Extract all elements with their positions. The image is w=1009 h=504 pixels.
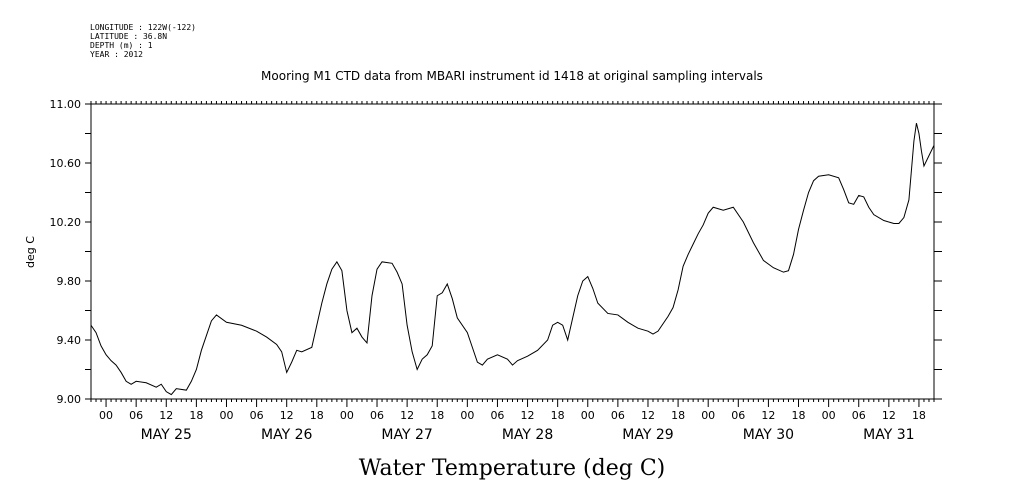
y-tick-label: 9.80	[57, 275, 82, 288]
y-tick-label: 9.00	[57, 393, 82, 406]
x-tick-label: 00	[460, 409, 474, 422]
day-label: MAY 25	[141, 427, 192, 443]
x-tick-label: 06	[852, 409, 866, 422]
latitude-label: LATITUDE : 36.8N	[90, 32, 167, 41]
x-tick-label: 18	[551, 409, 565, 422]
x-tick-label: 06	[129, 409, 143, 422]
x-tick-label: 12	[400, 409, 414, 422]
y-axis-label: deg C	[24, 236, 37, 268]
x-tick-label: 06	[731, 409, 745, 422]
x-tick-label: 18	[912, 409, 926, 422]
x-axis-label: Water Temperature (deg C)	[359, 456, 666, 481]
day-label: MAY 26	[261, 427, 312, 443]
x-tick-label: 12	[882, 409, 896, 422]
y-tick-label: 10.20	[50, 216, 82, 229]
series-line	[90, 123, 935, 396]
y-axis: 9.00 9.40 9.80 10.20 10.60 11.00	[50, 98, 942, 406]
x-tick-label: 18	[671, 409, 685, 422]
depth-label: DEPTH (m) : 1	[90, 41, 153, 50]
longitude-label: LONGITUDE : 122W(-122)	[90, 23, 196, 32]
chart-header: LONGITUDE : 122W(-122) LATITUDE : 36.8N …	[90, 23, 196, 59]
y-tick-label: 10.60	[50, 157, 82, 170]
chart-title: Mooring M1 CTD data from MBARI instrumen…	[261, 69, 763, 83]
x-tick-label: 00	[340, 409, 354, 422]
x-tick-label: 18	[430, 409, 444, 422]
x-tick-label: 12	[280, 409, 294, 422]
x-axis: 00 06 12 18 00 06 12 18 00 06 12 18 00 06 12 18 00 06 12 18…	[90, 101, 935, 443]
x-tick-label: 00	[99, 409, 113, 422]
day-label: MAY 27	[381, 427, 432, 443]
x-tick-label: 18	[792, 409, 806, 422]
x-tick-label: 00	[822, 409, 836, 422]
x-tick-label: 12	[641, 409, 655, 422]
x-tick-label: 12	[159, 409, 173, 422]
x-tick-label: 12	[761, 409, 775, 422]
y-tick-label: 9.40	[57, 334, 82, 347]
day-label: MAY 29	[622, 427, 673, 443]
x-tick-label: 06	[250, 409, 264, 422]
day-label: MAY 31	[863, 427, 914, 443]
x-tick-label: 18	[189, 409, 203, 422]
day-label: MAY 30	[743, 427, 794, 443]
x-tick-label: 00	[701, 409, 715, 422]
x-tick-label: 06	[370, 409, 384, 422]
x-tick-label: 18	[310, 409, 324, 422]
series-layer	[90, 123, 935, 396]
x-tick-label: 00	[581, 409, 595, 422]
x-tick-label: 06	[611, 409, 625, 422]
day-label: MAY 28	[502, 427, 553, 443]
x-tick-label: 06	[490, 409, 504, 422]
x-tick-label: 00	[219, 409, 233, 422]
plot-frame	[90, 103, 935, 400]
x-tick-label: 12	[521, 409, 535, 422]
year-label: YEAR : 2012	[90, 50, 143, 59]
y-tick-label: 11.00	[50, 98, 82, 111]
